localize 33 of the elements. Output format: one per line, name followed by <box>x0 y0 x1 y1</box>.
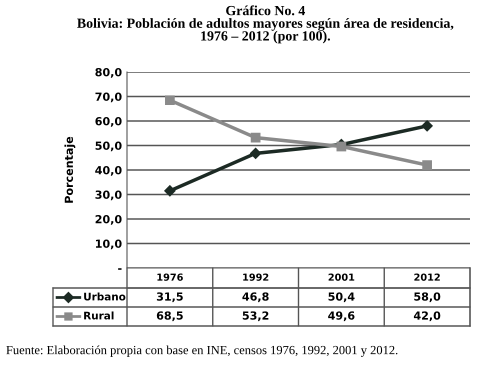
data-label: 31,5 <box>156 292 183 302</box>
y-tick-label: 20,0 <box>96 214 122 225</box>
point <box>165 95 175 106</box>
data-label: 42,0 <box>414 311 440 322</box>
y-tick-label: 60,0 <box>95 116 122 127</box>
data-label: 53,2 <box>242 311 268 322</box>
data-label: 68,5 <box>156 311 183 322</box>
chart-title: Gráfico No. 4 Bolivia: Población de adultos mayores según área de residencia, 1976 – 2012 (por 100). <box>77 5 454 44</box>
y-tick-label: 70,0 <box>95 92 122 102</box>
y-tick-label: 10,0 <box>96 239 122 250</box>
data-label: 58,0 <box>414 292 440 302</box>
point <box>250 148 262 159</box>
x-tick-label: 2012 <box>414 273 440 281</box>
y-tick-label: - <box>118 268 122 270</box>
data-label: 46,8 <box>242 292 269 302</box>
y-tick-label: 30,0 <box>95 190 122 200</box>
y-axis-title: Porcentaje <box>64 136 76 203</box>
x-tick-label: 1976 <box>157 273 183 281</box>
point <box>336 142 346 152</box>
data-label: 50,4 <box>328 292 355 302</box>
x-tick-label: 2001 <box>328 273 354 281</box>
legend-label: Urbano <box>84 292 126 301</box>
y-tick-label: 80,0 <box>95 68 122 78</box>
y-tick-label: 50,0 <box>96 141 122 152</box>
x-tick-label: 1992 <box>243 273 268 281</box>
y-tick-label: 40,0 <box>95 166 122 176</box>
point <box>164 185 176 196</box>
legend-label: Rural <box>84 311 114 320</box>
source-note: Fuente: Elaboración propia con base en INE, censos 1976, 1992, 2001 y 2012. <box>6 345 398 357</box>
point <box>422 120 433 132</box>
data-label: 49,6 <box>328 311 354 322</box>
point <box>422 160 432 170</box>
point <box>250 132 260 143</box>
